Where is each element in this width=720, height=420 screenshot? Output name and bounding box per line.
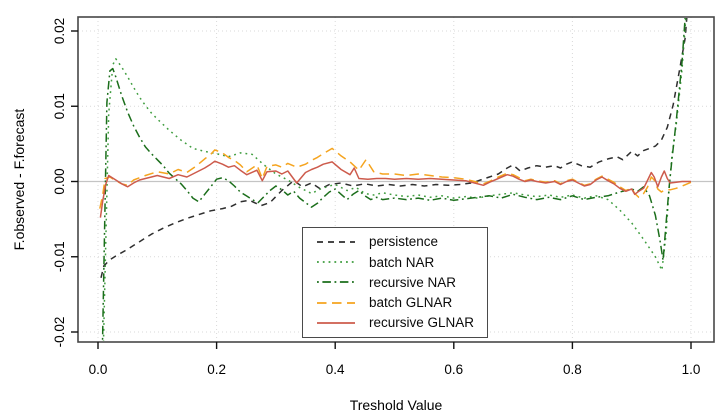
y-tick-label: -0.02 <box>52 317 67 348</box>
y-tick-label: 0.00 <box>52 168 67 194</box>
x-axis: 0.0 0.2 0.4 0.6 0.8 1.0 Treshold Value <box>89 342 701 413</box>
legend-label: persistence <box>369 234 439 250</box>
legend-line-sample-icon <box>317 301 355 304</box>
legend-line-sample-icon <box>317 241 355 244</box>
x-tick-label: 0.6 <box>444 362 463 377</box>
legend-box: persistence batch NAR recursive NAR batc… <box>302 227 488 338</box>
legend-line-sample-icon <box>317 261 355 264</box>
x-axis-title: Treshold Value <box>350 397 443 413</box>
legend-label: batch GLNAR <box>369 294 453 310</box>
y-tick-label: -0.01 <box>52 241 67 272</box>
x-tick-label: 0.2 <box>207 362 226 377</box>
legend-label: recursive GLNAR <box>369 315 475 331</box>
y-axis: -0.02 -0.01 0.00 0.01 0.02 F.observed - F.for… <box>11 18 78 348</box>
series-lines <box>99 18 692 341</box>
legend-line-sample-icon <box>317 321 355 324</box>
legend-item-persistence: persistence <box>303 233 487 251</box>
x-tick-label: 0.4 <box>326 362 345 377</box>
x-tick-label: 0.0 <box>89 362 108 377</box>
legend-label: batch NAR <box>369 254 435 270</box>
x-tick-label: 0.8 <box>563 362 582 377</box>
y-axis-title: F.observed - F.forecast <box>11 109 27 251</box>
legend-item-batch-nar: batch NAR <box>303 253 487 271</box>
y-tick-label: 0.02 <box>52 18 67 44</box>
legend-item-recursive-nar: recursive NAR <box>303 273 487 291</box>
series-recursive-glnar <box>99 160 691 218</box>
series-recursive-nar <box>101 18 686 341</box>
legend-label: recursive NAR <box>369 274 457 290</box>
legend-item-batch-glnar: batch GLNAR <box>303 294 487 312</box>
y-tick-label: 0.01 <box>52 93 67 119</box>
plot-frame <box>77 16 715 343</box>
x-tick-label: 1.0 <box>682 362 701 377</box>
legend-line-sample-icon <box>317 281 355 284</box>
legend-item-recursive-glnar: recursive GLNAR <box>303 314 487 332</box>
